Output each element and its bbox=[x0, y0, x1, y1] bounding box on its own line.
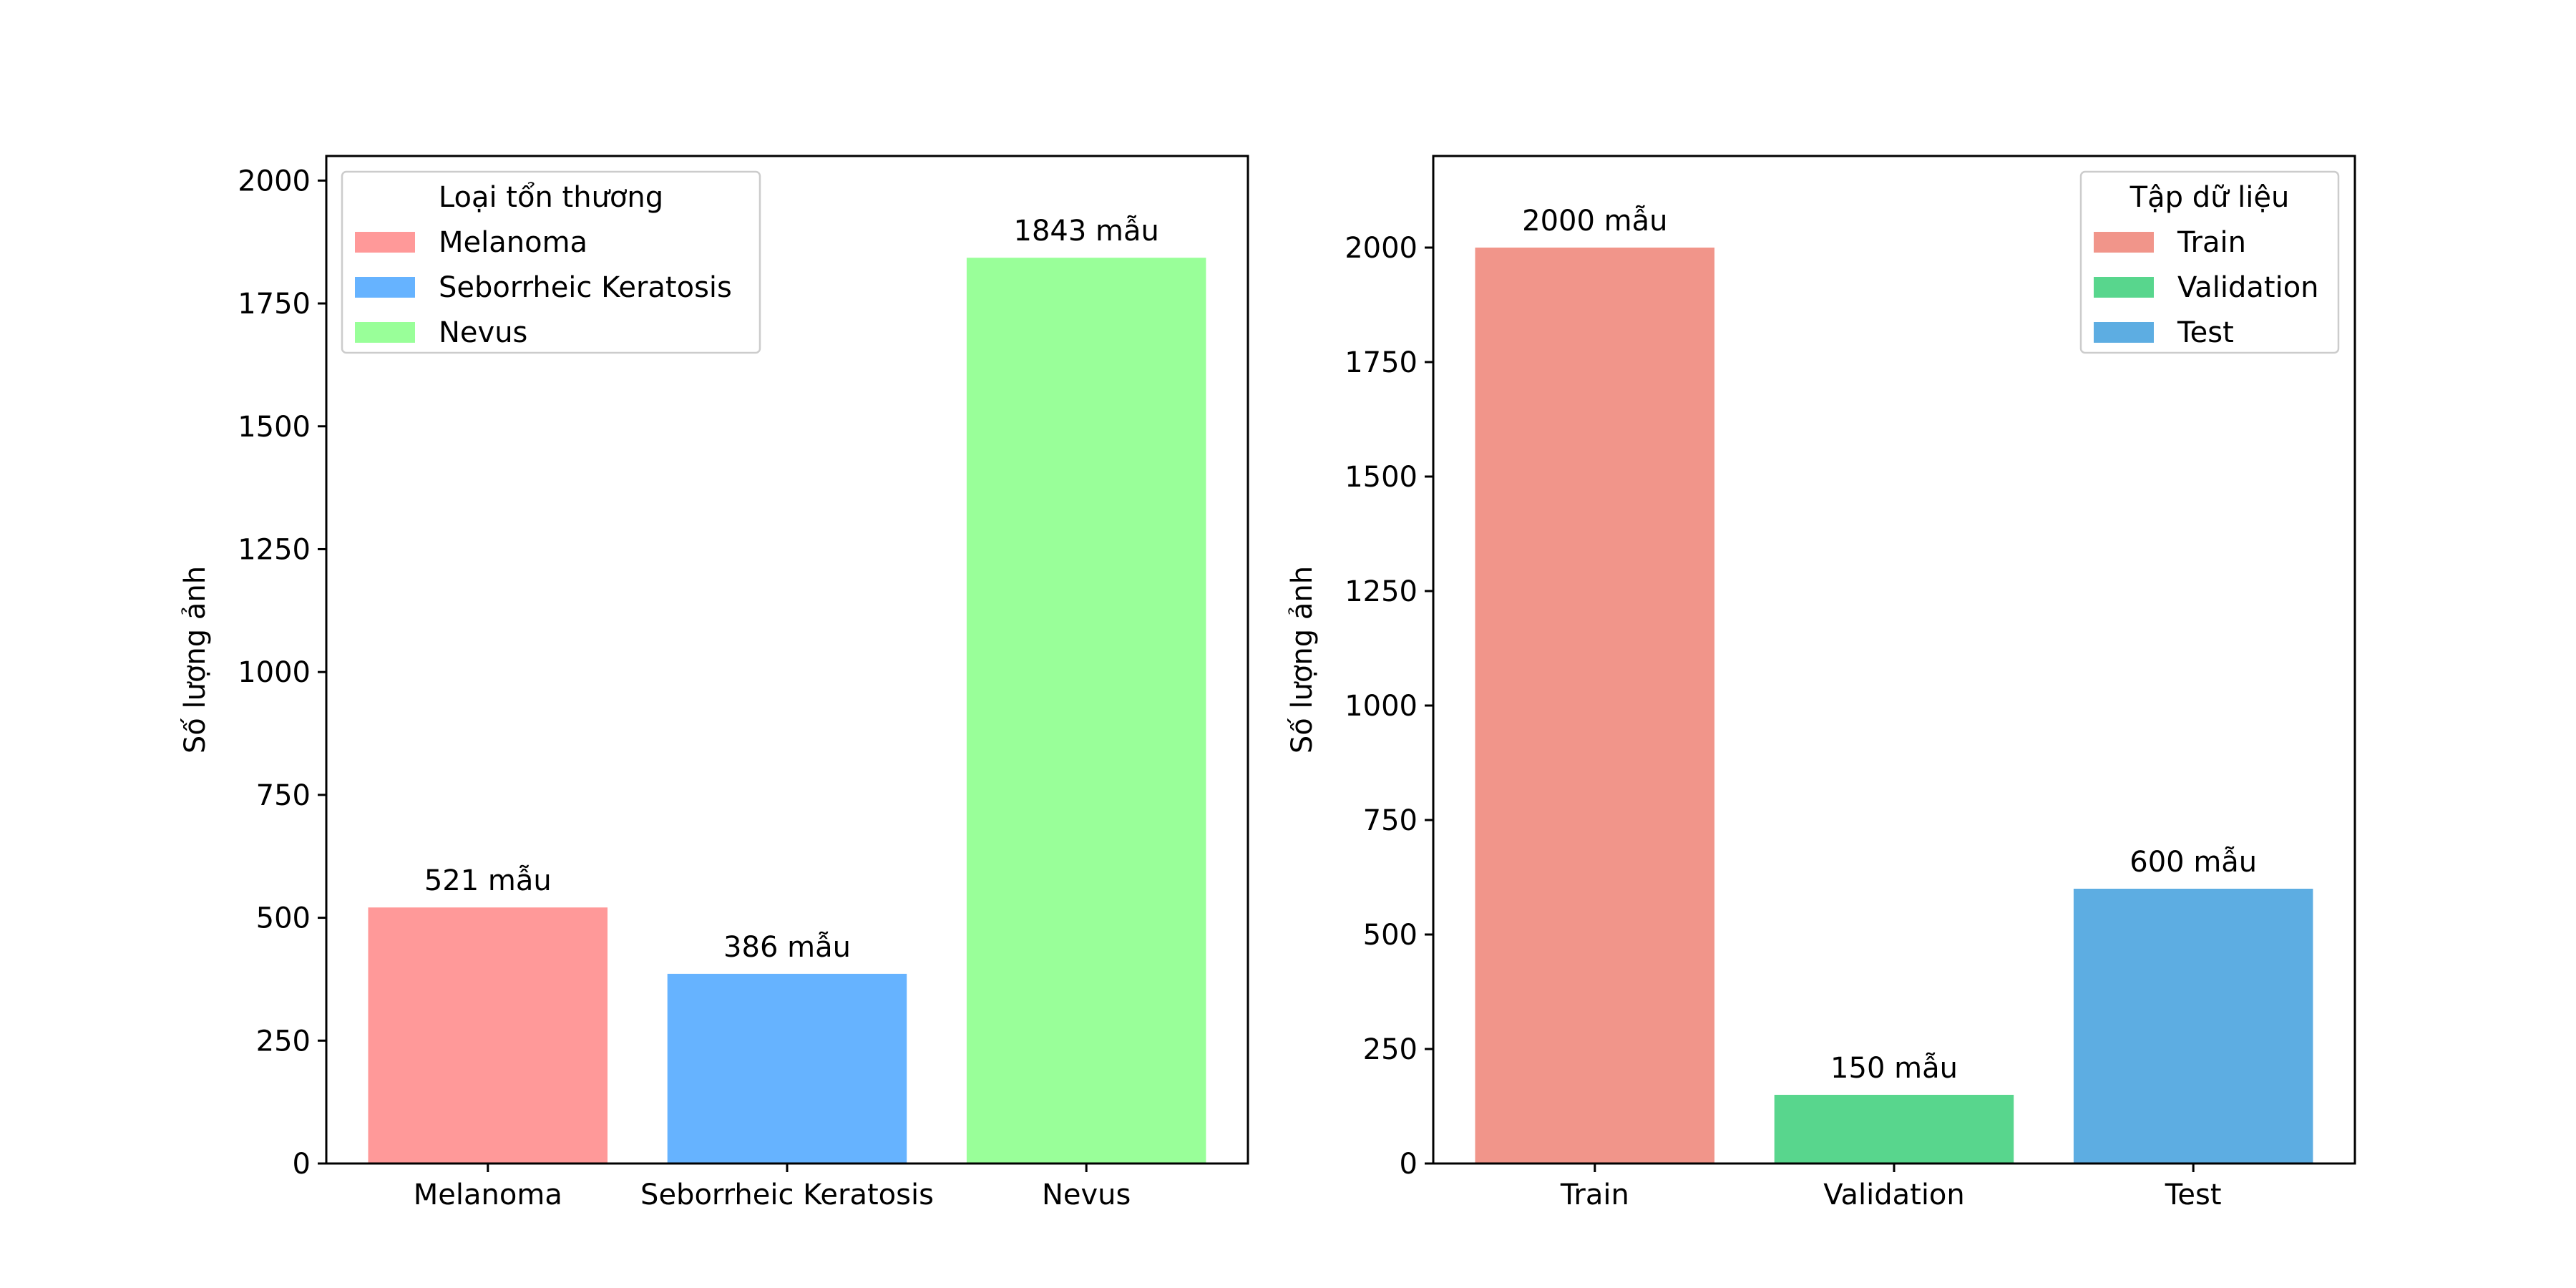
legend-swatch bbox=[355, 322, 415, 343]
y-tick-label: 1750 bbox=[1345, 346, 1418, 379]
legend-entry-label: Train bbox=[2177, 226, 2246, 259]
y-tick-label: 750 bbox=[256, 779, 311, 812]
y-tick-label: 0 bbox=[293, 1148, 311, 1181]
legend-entry-label: Nevus bbox=[439, 316, 527, 349]
legend-swatch bbox=[355, 232, 415, 253]
bar-nevus bbox=[966, 258, 1206, 1164]
x-tick-label: Test bbox=[2165, 1179, 2222, 1211]
bar-test bbox=[2073, 889, 2313, 1163]
bar-value-label: 1843 mẫu bbox=[1014, 215, 1159, 248]
legend-swatch bbox=[355, 277, 415, 298]
bar-melanoma bbox=[368, 907, 608, 1163]
y-tick-label: 2000 bbox=[238, 165, 311, 197]
legend-entry-label: Seborrheic Keratosis bbox=[439, 271, 732, 304]
chart-panel-data-splits: 2000 mẫu 150 mẫu 600 mẫu 0 250 500 750 1000 1250… bbox=[1286, 155, 2356, 1211]
y-axis-label: Số lượng ảnh bbox=[179, 566, 212, 753]
y-tick-label: 500 bbox=[1363, 919, 1418, 952]
bar-value-label: 386 mẫu bbox=[723, 931, 851, 964]
x-tick-label: Seborrheic Keratosis bbox=[640, 1179, 934, 1211]
bar-value-label: 2000 mẫu bbox=[1522, 205, 1667, 238]
y-tick-label: 1000 bbox=[238, 656, 311, 689]
x-tick-label: Train bbox=[1560, 1179, 1629, 1211]
y-tick-label: 1750 bbox=[238, 288, 311, 321]
y-tick-label: 1500 bbox=[1345, 461, 1418, 494]
legend-box bbox=[2079, 170, 2340, 354]
y-tick-label: 1500 bbox=[238, 411, 311, 444]
bar-value-label: 600 mẫu bbox=[2129, 846, 2257, 879]
legend-swatch bbox=[2094, 232, 2154, 253]
bar-value-label: 150 mẫu bbox=[1830, 1052, 1958, 1085]
legend-title: Loại tổn thương bbox=[439, 181, 663, 214]
y-tick-label: 250 bbox=[1363, 1033, 1418, 1066]
x-tick-label: Validation bbox=[1823, 1179, 1965, 1211]
bar-seborrheic-keratosis bbox=[667, 973, 907, 1163]
y-tick-label: 1250 bbox=[1345, 575, 1418, 608]
legend-box bbox=[341, 170, 761, 354]
legend-entry-label: Melanoma bbox=[439, 226, 587, 259]
bar-validation bbox=[1774, 1095, 2014, 1163]
legend-swatch bbox=[2094, 277, 2154, 298]
y-tick-label: 0 bbox=[1400, 1148, 1418, 1181]
x-tick-label: Melanoma bbox=[414, 1179, 562, 1211]
y-tick-label: 1250 bbox=[238, 533, 311, 566]
y-tick-label: 750 bbox=[1363, 804, 1418, 837]
legend-entry-label: Test bbox=[2177, 316, 2234, 349]
x-tick-label: Nevus bbox=[1042, 1179, 1131, 1211]
bar-value-label: 521 mẫu bbox=[424, 864, 552, 897]
bar-train bbox=[1475, 248, 1714, 1163]
y-tick-label: 1000 bbox=[1345, 690, 1418, 723]
legend-swatch bbox=[2094, 322, 2154, 343]
y-tick-label: 500 bbox=[256, 902, 311, 935]
legend-entry-label: Validation bbox=[2177, 271, 2319, 304]
y-tick-label: 2000 bbox=[1345, 232, 1418, 265]
legend-title: Tập dữ liệu bbox=[2129, 181, 2290, 214]
y-axis-label: Số lượng ảnh bbox=[1286, 566, 1319, 753]
y-tick-label: 250 bbox=[256, 1025, 311, 1058]
chart-panel-lesion-types: 521 mẫu 386 mẫu 1843 mẫu 0 250 500 750 1000 1250… bbox=[179, 155, 1249, 1211]
